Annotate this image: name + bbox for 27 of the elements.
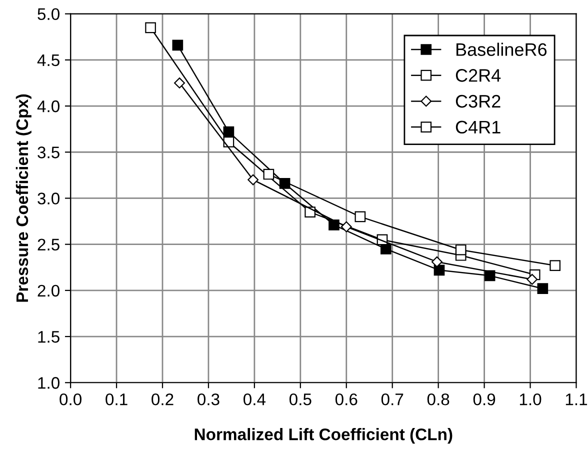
y-tick-label: 3.0 bbox=[38, 192, 60, 204]
x-tick-label: 0.3 bbox=[198, 393, 220, 406]
y-tick-label: 4.5 bbox=[37, 54, 60, 66]
x-tick-label: 0.6 bbox=[335, 393, 358, 406]
x-tick-label: 0.0 bbox=[60, 393, 82, 406]
x-tick-label: 0.5 bbox=[289, 393, 312, 406]
y-tick-label: 4.0 bbox=[37, 100, 60, 112]
legend-label: C3R2 bbox=[456, 94, 500, 108]
x-tick-label: 1.1 bbox=[566, 394, 588, 406]
x-tick-label: 0.9 bbox=[473, 393, 496, 406]
y-tick-label: 3.5 bbox=[38, 146, 60, 158]
y-tick-label: 2.0 bbox=[38, 284, 60, 297]
x-tick-label: 0.8 bbox=[427, 393, 450, 406]
y-tick-label: 2.5 bbox=[38, 238, 60, 251]
y-tick-label: 1.0 bbox=[38, 377, 60, 389]
x-tick-label: 0.2 bbox=[152, 393, 174, 406]
x-axis-title: Normalized Lift Coefficient (CLn) bbox=[194, 428, 452, 444]
y-tick-label: 5.0 bbox=[38, 8, 60, 20]
x-tick-label: 0.7 bbox=[381, 393, 404, 406]
x-tick-label: 0.1 bbox=[106, 393, 128, 406]
legend-label: C4R1 bbox=[456, 120, 500, 134]
legend-label: BaselineR6 bbox=[456, 42, 547, 56]
x-tick-label: 0.4 bbox=[244, 393, 266, 406]
x-tick-label: 1.0 bbox=[520, 393, 542, 406]
y-axis-title: Pressure Coefficient (Cpx) bbox=[16, 94, 32, 302]
y-tick-label: 1.5 bbox=[38, 331, 60, 343]
legend-label: C2R4 bbox=[456, 69, 501, 82]
